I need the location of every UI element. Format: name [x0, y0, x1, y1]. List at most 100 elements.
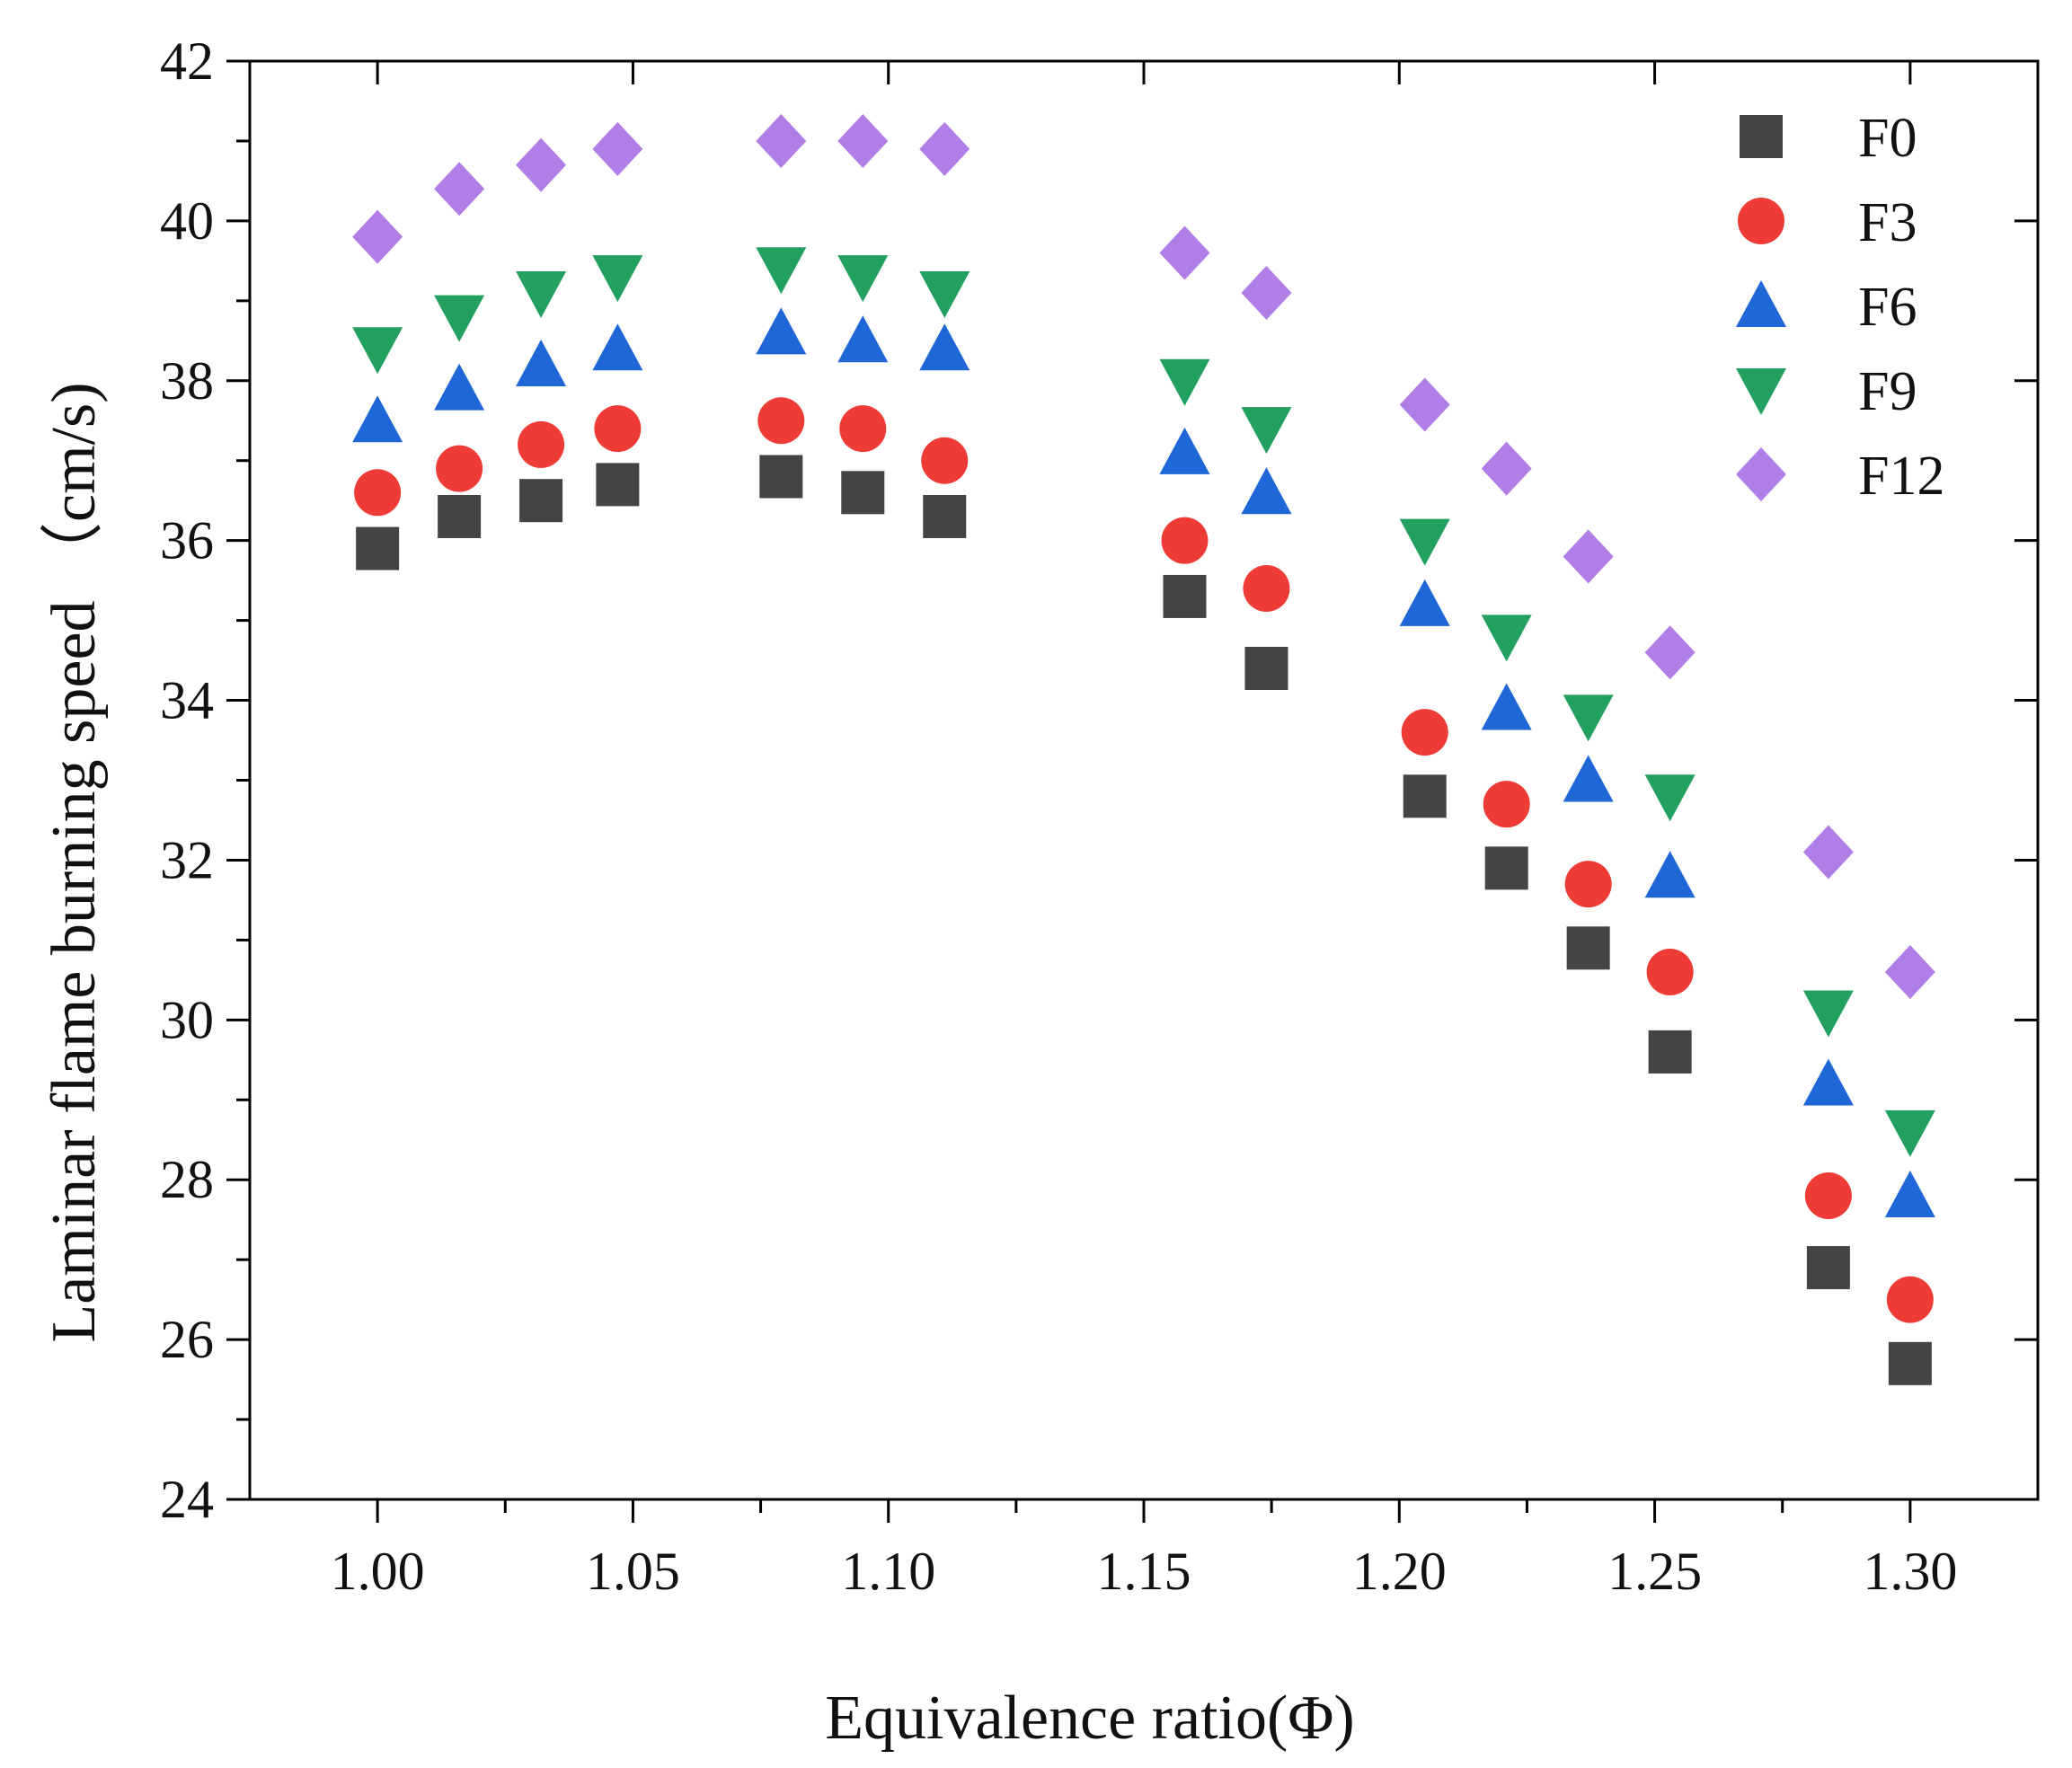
legend-marker-f9 [1736, 368, 1786, 415]
point-f3 [921, 437, 969, 484]
x-tick-label: 1.00 [331, 1542, 425, 1601]
data-points [352, 113, 1935, 1385]
x-axis-title: Equivalence ratio(Φ) [825, 1684, 1355, 1753]
legend-marker-f0 [1740, 115, 1783, 158]
point-f12 [1481, 441, 1532, 496]
point-f3 [1646, 948, 1694, 995]
point-f0 [519, 479, 563, 523]
point-f6 [1399, 579, 1450, 626]
y-tick-label: 38 [160, 351, 214, 411]
point-f12 [1399, 377, 1450, 432]
point-f12 [1241, 265, 1292, 320]
y-tick-label: 34 [160, 671, 214, 730]
point-f3 [1401, 709, 1448, 756]
x-tick-label: 1.20 [1352, 1542, 1447, 1601]
point-f6 [434, 363, 485, 411]
point-f0 [1244, 646, 1288, 690]
point-f9 [1884, 1109, 1935, 1157]
point-f3 [1804, 1172, 1852, 1220]
point-f12 [919, 121, 970, 176]
y-tick-label: 40 [160, 191, 214, 251]
point-f9 [1399, 518, 1450, 566]
point-f0 [1163, 574, 1207, 618]
point-f3 [839, 405, 887, 453]
x-tick-label: 1.10 [841, 1542, 935, 1601]
point-f12 [756, 113, 807, 168]
legend-item-f9: F9 [1736, 361, 1917, 422]
point-f0 [841, 471, 885, 515]
x-axis: 1.00 1.05 1.10 1.15 1.20 1.25 1.30 [331, 61, 1957, 1601]
series-f0 [356, 455, 1932, 1385]
series-f12 [352, 113, 1935, 999]
point-f9 [352, 327, 403, 375]
legend-label: F3 [1858, 192, 1917, 253]
point-f12 [1159, 225, 1210, 280]
y-tick-label: 36 [160, 511, 214, 570]
legend-item-f0: F0 [1740, 108, 1917, 169]
series-f6 [352, 307, 1935, 1218]
point-f3 [757, 397, 805, 445]
legend-label: F6 [1858, 277, 1917, 338]
point-f6 [516, 339, 567, 386]
point-f0 [438, 494, 482, 538]
point-f12 [352, 209, 403, 264]
y-tick-label: 30 [160, 990, 214, 1049]
point-f12 [1563, 529, 1614, 584]
x-tick-label: 1.05 [586, 1542, 680, 1601]
point-f3 [518, 420, 565, 468]
point-f6 [352, 395, 403, 443]
series-f3 [354, 397, 1934, 1323]
point-f0 [356, 526, 400, 570]
point-f3 [1243, 565, 1290, 613]
legend-item-f6: F6 [1736, 277, 1917, 338]
point-f0 [1888, 1341, 1932, 1385]
point-f12 [1644, 625, 1696, 680]
point-f6 [1241, 467, 1292, 515]
point-f3 [1564, 861, 1612, 908]
point-f6 [1563, 755, 1614, 802]
y-tick-label: 28 [160, 1150, 214, 1209]
point-f9 [1241, 407, 1292, 455]
legend-item-f3: F3 [1738, 192, 1917, 253]
legend-marker-f3 [1738, 198, 1784, 244]
point-f0 [1484, 846, 1528, 890]
legend-label: F12 [1858, 446, 1944, 507]
point-f12 [434, 162, 485, 217]
point-f12 [1802, 825, 1854, 880]
point-f12 [837, 113, 889, 168]
point-f0 [1648, 1030, 1692, 1074]
point-f9 [919, 270, 970, 318]
point-f9 [516, 270, 567, 318]
point-f6 [1159, 427, 1210, 474]
y-tick-label: 26 [160, 1310, 214, 1369]
point-f6 [837, 315, 889, 363]
legend-label: F0 [1858, 108, 1917, 169]
point-f6 [1884, 1171, 1935, 1218]
point-f12 [1884, 944, 1935, 999]
legend-marker-f12 [1736, 447, 1786, 501]
point-f12 [516, 137, 567, 192]
y-tick-label: 42 [160, 31, 214, 91]
y-axis: 24 26 28 30 32 34 36 38 40 42 [160, 31, 2038, 1529]
point-f3 [594, 405, 642, 453]
x-tick-label: 1.15 [1097, 1542, 1191, 1601]
point-f0 [759, 455, 803, 499]
legend-marker-f6 [1736, 280, 1786, 327]
point-f9 [756, 247, 807, 295]
point-f9 [1563, 694, 1614, 742]
point-f9 [434, 295, 485, 342]
point-f9 [1481, 614, 1532, 662]
series-f9 [352, 247, 1935, 1157]
point-f0 [596, 463, 640, 507]
y-tick-label: 24 [160, 1470, 214, 1529]
point-f6 [756, 307, 807, 355]
point-f0 [1403, 774, 1447, 818]
point-f3 [436, 445, 483, 492]
point-f0 [923, 494, 967, 538]
legend: F0 F3 F6 F9 F12 [1736, 108, 1944, 507]
y-tick-label: 32 [160, 830, 214, 889]
point-f6 [1481, 683, 1532, 730]
point-f9 [1644, 774, 1696, 822]
